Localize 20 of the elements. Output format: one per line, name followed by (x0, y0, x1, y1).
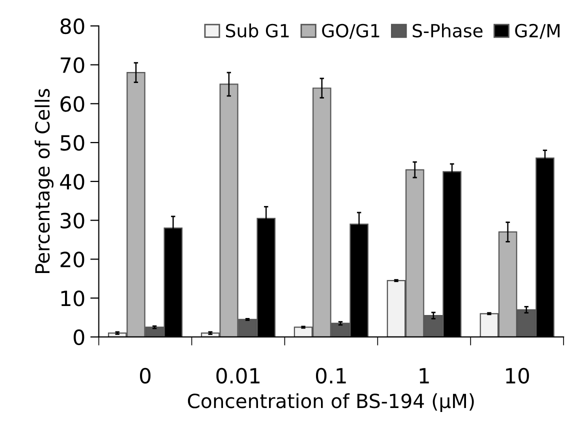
legend-label: G2/M (515, 24, 560, 39)
y-tick-label: 60 (60, 96, 84, 112)
legend-label: GO/G1 (322, 24, 380, 39)
x-tick-label: 0.1 (316, 368, 346, 384)
y-tick-label: 0 (74, 329, 84, 346)
x-tick-label: 10 (506, 368, 529, 384)
y-tick-label: 80 (60, 18, 84, 34)
x-tick-label: 1 (420, 368, 429, 384)
y-tick-label: 30 (60, 212, 84, 229)
x-tick-label: 0.01 (216, 368, 260, 384)
legend-label: S-Phase (412, 24, 482, 38)
y-tick-label: 40 (60, 174, 84, 190)
y-axis-title: Percentage of Cells (34, 88, 54, 274)
legend-label: Sub G1 (226, 24, 289, 38)
y-tick-label: 20 (60, 252, 84, 268)
y-tick-label: 10 (61, 290, 84, 306)
y-tick-label: 50 (60, 135, 84, 151)
x-tick-label: 0 (140, 368, 150, 384)
y-tick-label: 70 (60, 57, 84, 74)
x-axis-title: Concentration of BS-194 (µM) (188, 393, 474, 412)
